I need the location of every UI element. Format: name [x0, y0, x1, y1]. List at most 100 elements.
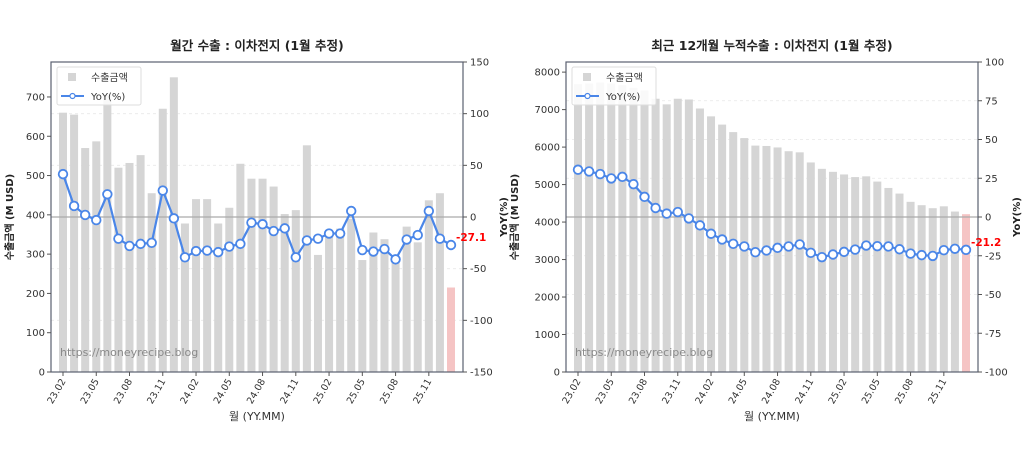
yoy-point-25.07 [894, 244, 905, 255]
bar-23.02 [574, 84, 582, 372]
bar-25.06 [884, 187, 893, 372]
left-tick-label: 0 [554, 368, 560, 379]
yoy-point-26.01 [445, 239, 457, 251]
bar-25.10 [413, 242, 422, 372]
bar-24.09 [784, 151, 793, 372]
yoy-point-24.03 [201, 245, 213, 256]
yoy-point-24.10 [279, 223, 290, 234]
bar-25.09 [917, 205, 926, 372]
yoy-point-24.05 [224, 241, 235, 252]
bar-25.09 [402, 226, 411, 372]
yoy-point-25.05 [872, 240, 883, 252]
yoy-point-23.11 [157, 185, 168, 196]
left-tick-label: 8000 [535, 68, 560, 79]
bar-23.10 [662, 104, 671, 373]
bar-26.01 [447, 287, 455, 372]
yoy-point-24.04 [212, 246, 224, 258]
yoy-point-25.04 [861, 240, 872, 251]
bar-25.03 [336, 228, 345, 372]
yoy-point-23.12 [168, 213, 180, 224]
watermark: https://moneyrecipe.blog [575, 346, 713, 359]
yoy-point-23.07 [113, 233, 124, 244]
bar-25.01 [313, 254, 322, 372]
legend-bar-swatch [68, 73, 76, 81]
bar-24.04 [729, 132, 738, 372]
legend-label-yoy: YoY(%) [90, 92, 125, 103]
bar-23.04 [596, 82, 605, 372]
chart-1: 월간 수출 : 이차전지 (1월 추정)01002003004005006007… [3, 38, 510, 423]
yoy-point-23.08 [124, 240, 135, 252]
yoy-point-23.05 [91, 214, 102, 226]
yoy-point-24.01 [694, 220, 706, 231]
x-tick-label: 24.08 [245, 377, 268, 406]
yoy-point-23.07 [628, 178, 639, 190]
right-tick-label: -50 [985, 290, 1001, 301]
left-tick-label: 600 [26, 132, 45, 143]
yoy-point-26.01 [960, 244, 972, 256]
right-tick-label: 75 [985, 96, 998, 107]
yoy-point-23.05 [606, 173, 617, 184]
x-tick-label: 24.02 [178, 377, 201, 406]
yoy-point-23.08 [639, 191, 650, 203]
yoy-point-25.09 [401, 234, 412, 245]
yoy-point-24.09 [268, 225, 279, 237]
yoy-point-24.06 [235, 238, 246, 250]
yoy-point-25.12 [434, 233, 446, 244]
x-tick-label: 23.02 [560, 377, 583, 406]
legend-label-yoy: YoY(%) [605, 92, 640, 103]
bar-24.09 [269, 186, 278, 372]
left-tick-label: 400 [26, 210, 45, 221]
yoy-point-25.06 [883, 241, 894, 252]
legend-marker [584, 92, 591, 100]
bar-24.03 [718, 124, 727, 372]
yoy-point-23.06 [102, 189, 113, 200]
legend-label-bars: 수출금액 [91, 72, 128, 84]
bar-24.07 [247, 178, 256, 372]
legend: 수출금액 YoY(%) [571, 66, 657, 106]
bar-23.10 [147, 193, 156, 372]
yoy-point-24.08 [772, 242, 783, 254]
yoy-point-25.08 [390, 254, 401, 265]
bar-25.06 [369, 232, 378, 372]
right-tick-label: 100 [470, 109, 489, 120]
legend-marker [69, 92, 76, 100]
x-tick-label: 24.11 [793, 377, 816, 406]
bar-23.07 [114, 167, 123, 372]
bar-25.07 [895, 193, 904, 372]
yoy-point-23.10 [661, 208, 672, 219]
right-tick-label: -50 [470, 264, 486, 275]
yoy-point-25.05 [357, 244, 368, 256]
bar-25.05 [358, 260, 367, 372]
bar-24.08 [258, 178, 267, 372]
yoy-point-25.12 [949, 243, 961, 254]
left-tick-label: 5000 [535, 180, 560, 191]
x-tick-label: 24.02 [693, 377, 716, 406]
yoy-point-23.04 [594, 168, 606, 180]
yoy-point-25.03 [334, 228, 346, 239]
yoy-point-23.09 [650, 202, 661, 214]
bar-23.06 [618, 85, 627, 372]
yoy-point-25.06 [368, 246, 379, 257]
yoy-point-23.12 [683, 213, 695, 224]
yoy-point-23.09 [135, 238, 146, 250]
yoy-point-23.04 [79, 209, 91, 221]
yoy-point-24.05 [739, 241, 750, 252]
yoy-point-24.04 [728, 238, 739, 250]
bar-24.04 [214, 223, 223, 372]
bar-25.11 [939, 206, 948, 372]
left-tick-label: 100 [26, 328, 45, 339]
y2-axis-label: YoY(%) [1012, 197, 1023, 238]
bar-25.04 [347, 218, 356, 372]
bar-23.06 [103, 95, 112, 373]
bar-23.03 [70, 114, 79, 372]
x-axis-label: 월 (YY.MM) [744, 410, 800, 423]
right-tick-label: 0 [470, 213, 476, 224]
yoy-point-24.10 [794, 239, 805, 250]
bar-25.11 [424, 200, 433, 372]
x-tick-label: 24.05 [212, 377, 235, 406]
bar-23.08 [125, 162, 134, 372]
bar-23.02 [59, 112, 67, 372]
bar-23.11 [673, 98, 682, 373]
bar-23.08 [640, 90, 649, 372]
x-tick-label: 25.08 [378, 377, 401, 406]
